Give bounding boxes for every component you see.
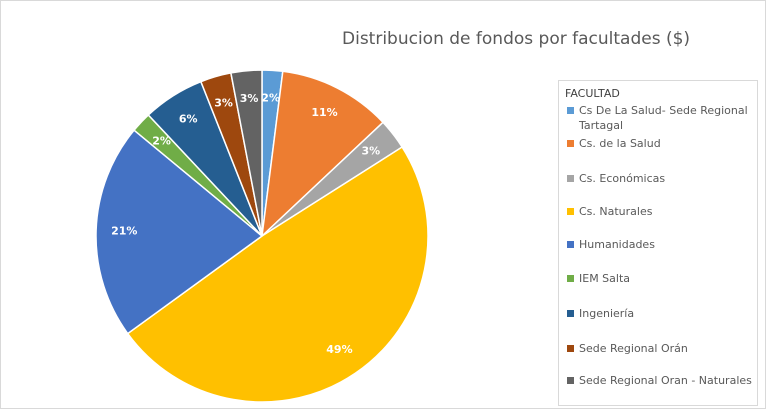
pie-slice (230, 69, 263, 237)
legend-swatch (567, 140, 574, 147)
legend-item: Cs. de la Salud (567, 136, 752, 151)
data-label: 2% (261, 91, 280, 104)
data-label: 6% (179, 113, 198, 126)
legend-label: Sede Regional Orán (579, 342, 688, 355)
legend-item: Sede Regional Oran - Naturales (567, 373, 752, 388)
legend-item: Sede Regional Orán (567, 341, 752, 356)
legend-item: Cs. Naturales (567, 204, 752, 219)
legend-title: FACULTAD (565, 87, 620, 100)
data-label: 11% (311, 106, 337, 119)
legend-swatch (567, 208, 574, 215)
legend-item: Humanidades (567, 237, 752, 252)
pie: 2% 11% 3% 49% 21% 2% 6% 3% 3% (95, 69, 429, 403)
legend: FACULTAD Cs De La Salud- Sede Regional T… (558, 80, 758, 406)
legend-label: Cs De La Salud- Sede Regional Tartagal (579, 104, 748, 132)
legend-swatch (567, 175, 574, 182)
legend-item: IEM Salta (567, 271, 752, 286)
legend-label: Humanidades (579, 238, 655, 251)
legend-swatch (567, 310, 574, 317)
legend-label: Cs. de la Salud (579, 137, 661, 150)
legend-item: Cs. Económicas (567, 171, 752, 186)
chart-title: Distribucion de fondos por facultades ($… (342, 29, 690, 49)
data-label: 3% (240, 92, 259, 105)
legend-item: Cs De La Salud- Sede Regional Tartagal (567, 103, 752, 133)
legend-label: Sede Regional Oran - Naturales (579, 374, 752, 387)
data-label: 21% (111, 225, 137, 238)
legend-swatch (567, 275, 574, 282)
legend-swatch (567, 345, 574, 352)
data-label: 3% (214, 97, 233, 110)
legend-swatch (567, 241, 574, 248)
data-label: 49% (326, 343, 352, 356)
pie-slice (95, 129, 264, 335)
pie-slice (260, 70, 385, 238)
legend-label: Cs. Naturales (579, 205, 653, 218)
legend-label: Cs. Económicas (579, 172, 666, 185)
data-label: 2% (152, 135, 171, 148)
legend-label: IEM Salta (579, 272, 631, 285)
legend-swatch (567, 107, 574, 114)
legend-swatch (567, 377, 574, 384)
pie-slice (126, 146, 429, 403)
data-label: 3% (362, 145, 381, 158)
legend-label: Ingeniería (579, 307, 635, 320)
legend-item: Ingeniería (567, 306, 752, 321)
